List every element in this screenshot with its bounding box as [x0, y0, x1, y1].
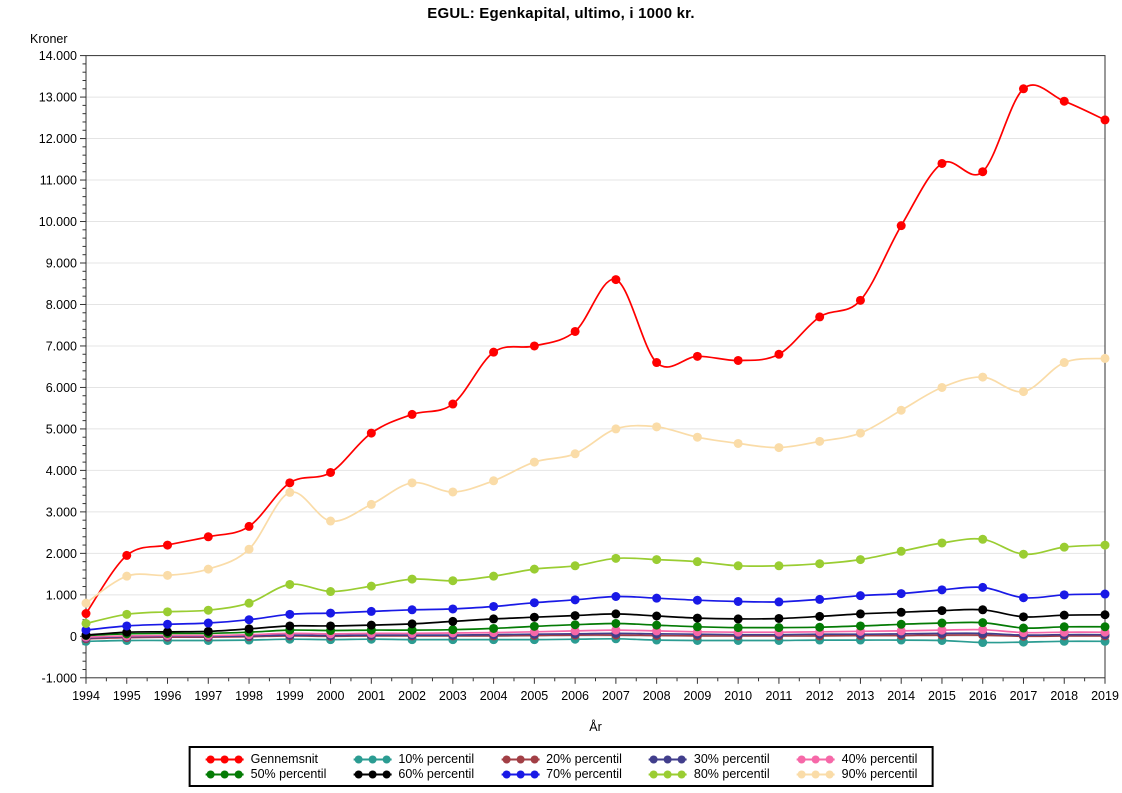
svg-text:1996: 1996: [154, 689, 182, 703]
legend-item: 80% percentil: [648, 767, 770, 781]
svg-text:0: 0: [70, 630, 77, 644]
legend-item-label: 80% percentil: [693, 767, 770, 781]
svg-text:-1.000: -1.000: [42, 671, 77, 685]
legend-item-label: Gennemsnit: [250, 752, 319, 766]
legend-item: 30% percentil: [648, 752, 770, 766]
legend-item-label: 40% percentil: [841, 752, 918, 766]
svg-text:1.000: 1.000: [46, 588, 77, 602]
svg-text:10.000: 10.000: [39, 215, 77, 229]
svg-text:2013: 2013: [847, 689, 875, 703]
svg-text:2005: 2005: [520, 689, 548, 703]
svg-text:2003: 2003: [439, 689, 467, 703]
legend-item: 70% percentil: [500, 767, 622, 781]
svg-text:1995: 1995: [113, 689, 141, 703]
legend-item: 20% percentil: [500, 752, 622, 766]
svg-text:2010: 2010: [724, 689, 752, 703]
legend-item: 60% percentil: [352, 767, 474, 781]
svg-text:1998: 1998: [235, 689, 263, 703]
svg-text:8.000: 8.000: [46, 298, 77, 312]
svg-text:14.000: 14.000: [39, 49, 77, 63]
svg-text:1999: 1999: [276, 689, 304, 703]
svg-text:Kroner: Kroner: [30, 32, 68, 46]
svg-text:1994: 1994: [72, 689, 100, 703]
legend-item: 50% percentil: [205, 767, 327, 781]
svg-text:12.000: 12.000: [39, 132, 77, 146]
svg-text:5.000: 5.000: [46, 422, 77, 436]
svg-text:6.000: 6.000: [46, 381, 77, 395]
legend-marker-icon: [796, 755, 835, 763]
legend-marker-icon: [501, 770, 540, 778]
svg-text:2014: 2014: [887, 689, 915, 703]
legend-item-label: 90% percentil: [841, 767, 918, 781]
svg-text:2012: 2012: [806, 689, 834, 703]
svg-text:2000: 2000: [317, 689, 345, 703]
svg-text:2.000: 2.000: [46, 547, 77, 561]
chart-title: EGUL: Egenkapital, ultimo, i 1000 kr.: [427, 5, 695, 22]
plot-area: -1.000 0 1.000 2.000 3.000 4.000 5.000 6.000 7.0…: [30, 32, 1119, 734]
svg-text:2001: 2001: [357, 689, 385, 703]
legend-item: 40% percentil: [796, 752, 918, 766]
svg-text:2009: 2009: [683, 689, 711, 703]
legend-item-label: 20% percentil: [546, 752, 622, 766]
svg-text:2016: 2016: [969, 689, 997, 703]
svg-text:2011: 2011: [765, 689, 792, 703]
svg-text:9.000: 9.000: [46, 257, 77, 271]
svg-text:7.000: 7.000: [46, 339, 77, 353]
svg-text:2008: 2008: [643, 689, 671, 703]
legend-marker-icon: [648, 770, 687, 778]
legend-item-label: 10% percentil: [398, 752, 475, 766]
svg-text:År: År: [589, 719, 602, 734]
svg-text:2019: 2019: [1091, 689, 1119, 703]
legend-item-label: 60% percentil: [398, 767, 475, 781]
svg-text:2006: 2006: [561, 689, 589, 703]
legend-marker-icon: [648, 755, 687, 763]
svg-text:13.000: 13.000: [39, 91, 77, 105]
svg-text:2018: 2018: [1050, 689, 1078, 703]
svg-text:2007: 2007: [602, 689, 630, 703]
svg-text:3.000: 3.000: [46, 505, 77, 519]
svg-text:2002: 2002: [398, 689, 426, 703]
legend-marker-icon: [205, 755, 244, 763]
svg-text:2017: 2017: [1010, 689, 1038, 703]
legend-marker-icon: [796, 770, 835, 778]
legend-item: Gennemsnit: [205, 752, 327, 766]
legend-item: 10% percentil: [352, 752, 474, 766]
legend-item-label: 70% percentil: [546, 767, 622, 781]
legend-marker-icon: [353, 755, 392, 763]
legend-marker-icon: [353, 770, 392, 778]
legend-item-label: 50% percentil: [250, 767, 327, 781]
legend: Gennemsnit 10% percentil 20% percentil 3…: [188, 746, 934, 787]
legend-item: 90% percentil: [796, 767, 918, 781]
svg-text:1997: 1997: [194, 689, 222, 703]
legend-marker-icon: [501, 755, 540, 763]
legend-marker-icon: [205, 770, 244, 778]
svg-text:11.000: 11.000: [40, 174, 77, 188]
svg-text:2004: 2004: [480, 689, 508, 703]
svg-text:2015: 2015: [928, 689, 956, 703]
svg-text:4.000: 4.000: [46, 464, 77, 478]
legend-item-label: 30% percentil: [693, 752, 770, 766]
